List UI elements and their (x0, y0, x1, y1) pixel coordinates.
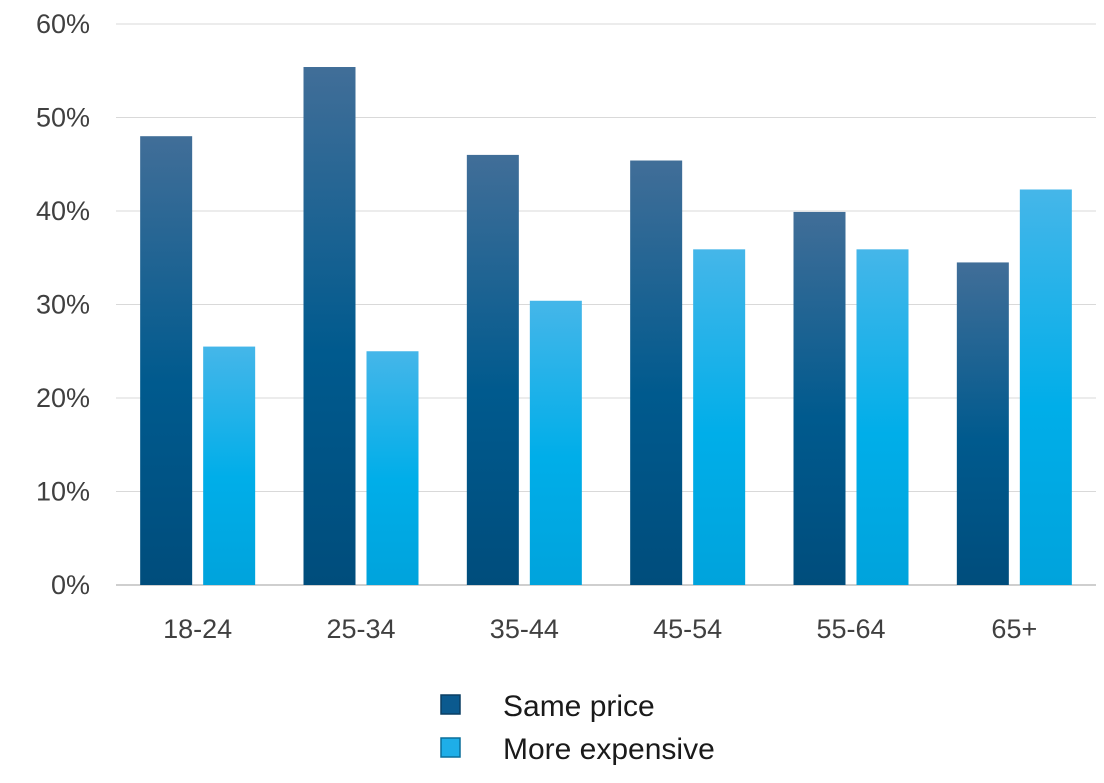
x-tick-label: 18-24 (163, 614, 232, 644)
y-tick-label: 10% (36, 477, 90, 507)
legend-swatch-same-price (440, 694, 461, 715)
y-tick-label: 30% (36, 290, 90, 320)
y-tick-label: 20% (36, 383, 90, 413)
x-tick-label: 65+ (991, 614, 1037, 644)
bar-same-price-55-64 (793, 211, 846, 585)
legend-swatch-more-expensive (440, 737, 461, 758)
y-tick-label: 50% (36, 103, 90, 133)
gridlines (116, 23, 1096, 586)
x-tick-label: 55-64 (816, 614, 885, 644)
bar-more-expensive-55-64 (856, 249, 909, 585)
bar-same-price-25-34 (303, 67, 356, 585)
bar-more-expensive-35-44 (529, 300, 582, 585)
x-tick-label: 45-54 (653, 614, 722, 644)
bars (140, 67, 1072, 585)
y-tick-label: 0% (51, 570, 90, 600)
y-axis: 0% 10% 20% 30% 40% 50% 60% (36, 9, 90, 600)
bar-same-price-45-54 (630, 160, 683, 585)
y-tick-label: 40% (36, 196, 90, 226)
legend-label-more-expensive: More expensive (503, 733, 715, 766)
bar-more-expensive-65+ (1019, 189, 1072, 585)
x-axis: 18-24 25-34 35-44 45-54 55-64 65+ (163, 614, 1037, 644)
bar-same-price-65+ (956, 262, 1009, 585)
bar-same-price-18-24 (140, 136, 193, 585)
bar-more-expensive-45-54 (693, 249, 746, 585)
bar-more-expensive-18-24 (203, 346, 256, 585)
x-tick-label: 35-44 (490, 614, 559, 644)
x-tick-label: 25-34 (326, 614, 395, 644)
y-tick-label: 60% (36, 9, 90, 39)
bar-same-price-35-44 (466, 154, 519, 585)
legend-label-same-price: Same price (503, 690, 655, 723)
legend: Same price More expensive (440, 690, 715, 766)
bar-more-expensive-25-34 (366, 351, 419, 585)
